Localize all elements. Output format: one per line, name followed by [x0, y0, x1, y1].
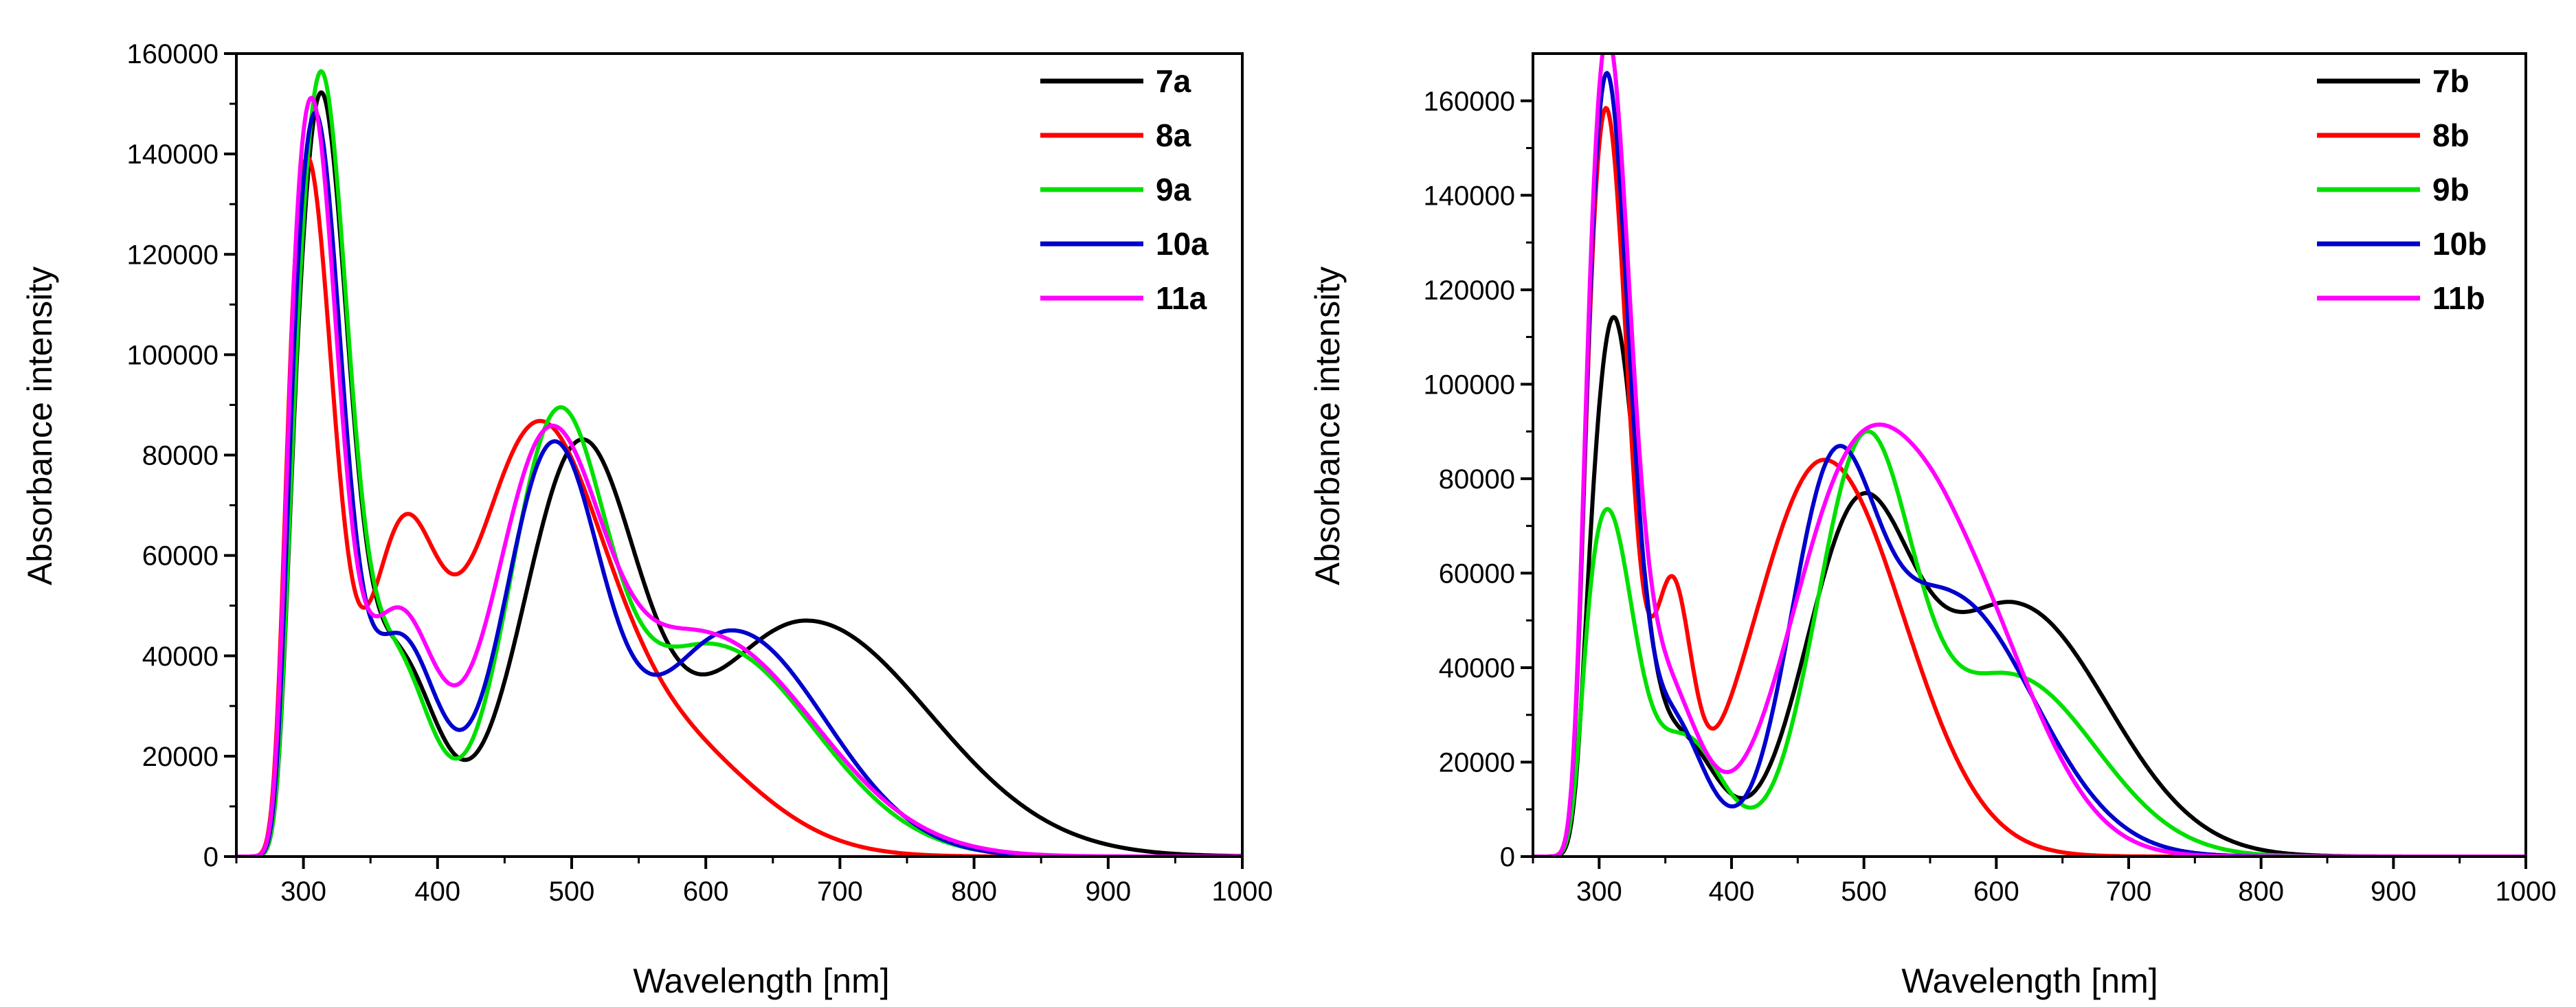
- y-tick-label: 100000: [1424, 370, 1515, 400]
- y-tick-label: 0: [203, 842, 219, 872]
- y-tick-label: 80000: [1439, 464, 1515, 495]
- y-tick-label: 40000: [142, 642, 219, 672]
- y-tick-label: 40000: [1439, 653, 1515, 683]
- y-tick-label: 120000: [127, 240, 219, 270]
- y-tick-label: 60000: [1439, 558, 1515, 589]
- legend-label-7a: 7a: [1156, 63, 1191, 99]
- y-tick-label: 140000: [1424, 181, 1515, 211]
- x-tick-label: 900: [2371, 876, 2417, 907]
- legend-label-9b: 9b: [2432, 172, 2469, 207]
- x-tick-label: 600: [1973, 876, 2019, 907]
- series-line-11b: [1533, 54, 2526, 857]
- y-tick-label: 80000: [142, 441, 219, 471]
- series-line-9b: [1533, 429, 2526, 857]
- chart-right: Absorbance intensity Wavelength [nm] 300…: [1288, 0, 2576, 1007]
- series-line-8a: [236, 155, 1242, 857]
- y-tick-label: 160000: [127, 39, 219, 69]
- x-tick-label: 900: [1085, 876, 1131, 907]
- legend-label-8a: 8a: [1156, 117, 1191, 153]
- y-tick-label: 60000: [142, 541, 219, 572]
- y-tick-label: 100000: [127, 340, 219, 370]
- legend-label-9a: 9a: [1156, 172, 1191, 207]
- x-tick-label: 400: [1709, 876, 1755, 907]
- y-tick-label: 140000: [127, 139, 219, 170]
- x-tick-label: 700: [817, 876, 863, 907]
- y-axis-label: Absorbance intensity: [21, 267, 59, 585]
- x-tick-label: 800: [951, 876, 997, 907]
- x-tick-label: 1000: [2496, 876, 2557, 907]
- series-line-10a: [236, 111, 1242, 857]
- legend-label-11a: 11a: [1156, 280, 1207, 316]
- y-tick-label: 20000: [142, 742, 219, 772]
- legend-label-11b: 11b: [2432, 280, 2485, 316]
- x-tick-label: 1000: [1212, 876, 1273, 907]
- series-line-11a: [236, 95, 1242, 857]
- plot-frame: [1532, 52, 2527, 858]
- series-line-7b: [1533, 315, 2526, 857]
- y-tick-label: 0: [1500, 842, 1515, 872]
- x-tick-label: 800: [2238, 876, 2284, 907]
- x-tick-label: 400: [414, 876, 460, 907]
- y-axis-label: Absorbance intensity: [1308, 267, 1347, 585]
- plot-frame: [235, 52, 1244, 858]
- x-tick-label: 300: [1576, 876, 1622, 907]
- x-axis-label: Wavelength [nm]: [633, 962, 889, 1000]
- y-tick-label: 20000: [1439, 747, 1515, 778]
- chart-left: Absorbance intensity Wavelength [nm] 300…: [21, 39, 1273, 1000]
- legend-label-7b: 7b: [2432, 63, 2469, 99]
- y-tick-label: 120000: [1424, 275, 1515, 306]
- chart-right-svg: Absorbance intensity Wavelength [nm] 300…: [1308, 52, 2557, 1000]
- legend-label-10a: 10a: [1156, 226, 1209, 262]
- y-tick-label: 160000: [1424, 87, 1515, 117]
- series-line-8b: [1533, 106, 2526, 857]
- x-axis-label: Wavelength [nm]: [1901, 962, 2158, 1000]
- x-tick-label: 700: [2106, 876, 2152, 907]
- chart-left-svg: Absorbance intensity Wavelength [nm] 300…: [21, 39, 1273, 1000]
- x-tick-label: 500: [549, 876, 595, 907]
- x-tick-label: 500: [1841, 876, 1887, 907]
- legend-label-10b: 10b: [2432, 226, 2487, 262]
- x-tick-label: 300: [280, 876, 326, 907]
- legend-label-8b: 8b: [2432, 117, 2469, 153]
- series-line-7a: [236, 90, 1242, 857]
- x-tick-label: 600: [683, 876, 729, 907]
